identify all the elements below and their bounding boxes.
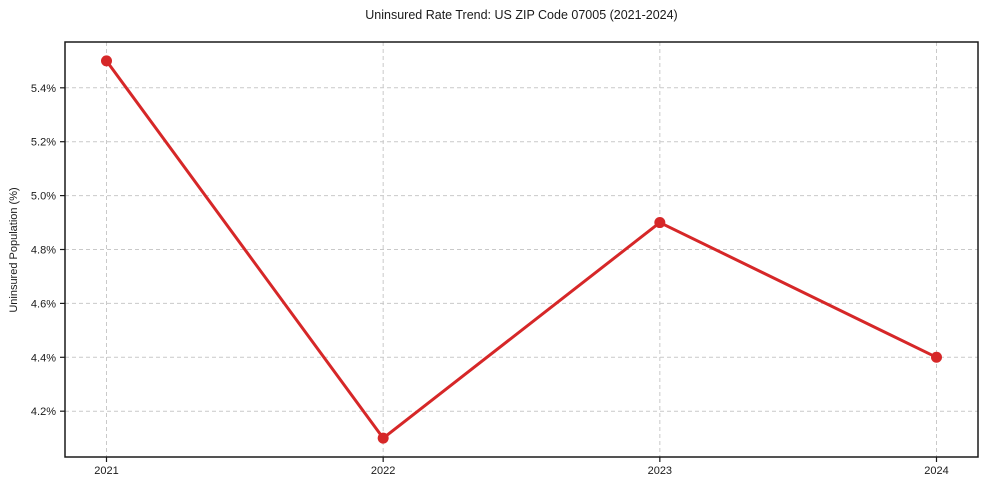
data-point-marker (931, 351, 942, 363)
x-tick-label: 2024 (924, 465, 948, 477)
y-tick-label: 4.6% (31, 298, 56, 310)
y-tick-label: 4.8% (31, 245, 56, 257)
y-tick-label: 5.4% (31, 83, 56, 95)
x-tick-label: 2021 (94, 465, 118, 477)
x-tick-label: 2022 (371, 465, 395, 477)
data-point-marker (654, 217, 666, 229)
data-point-marker (377, 432, 389, 444)
y-tick-label: 5.2% (31, 137, 56, 149)
y-tick-label: 4.2% (31, 406, 56, 418)
chart-title: Uninsured Rate Trend: US ZIP Code 07005 … (365, 8, 678, 22)
y-tick-label: 4.4% (31, 352, 56, 364)
trend-line (105, 59, 938, 440)
y-tick-label: 5.0% (31, 191, 56, 203)
data-point-marker (101, 55, 112, 67)
x-tick-label: 2023 (648, 465, 672, 477)
